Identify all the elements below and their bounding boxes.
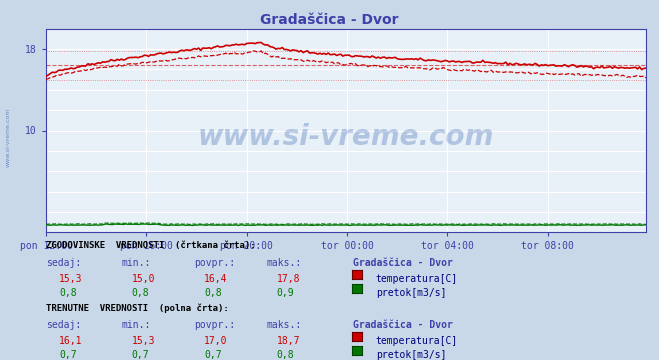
Text: 17,0: 17,0	[204, 336, 228, 346]
Text: maks.:: maks.:	[267, 258, 302, 269]
Text: TRENUTNE  VREDNOSTI  (polna črta):: TRENUTNE VREDNOSTI (polna črta):	[46, 303, 229, 312]
Text: povpr.:: povpr.:	[194, 320, 235, 330]
Text: 17,8: 17,8	[277, 274, 301, 284]
Text: 16,1: 16,1	[59, 336, 83, 346]
Text: sedaj:: sedaj:	[46, 258, 81, 269]
Text: 0,7: 0,7	[132, 350, 150, 360]
Text: 0,7: 0,7	[204, 350, 222, 360]
Text: 15,3: 15,3	[132, 336, 156, 346]
Text: www.si-vreme.com: www.si-vreme.com	[5, 107, 11, 167]
Text: 0,9: 0,9	[277, 288, 295, 298]
Text: www.si-vreme.com: www.si-vreme.com	[198, 123, 494, 150]
Text: temperatura[C]: temperatura[C]	[376, 336, 458, 346]
Text: min.:: min.:	[122, 320, 152, 330]
Text: 0,7: 0,7	[59, 350, 77, 360]
Text: Gradaščica - Dvor: Gradaščica - Dvor	[260, 13, 399, 27]
Text: 0,8: 0,8	[59, 288, 77, 298]
Text: povpr.:: povpr.:	[194, 258, 235, 269]
Text: 15,0: 15,0	[132, 274, 156, 284]
Text: Gradaščica - Dvor: Gradaščica - Dvor	[353, 320, 453, 330]
Text: sedaj:: sedaj:	[46, 320, 81, 330]
Text: 16,4: 16,4	[204, 274, 228, 284]
Text: Gradaščica - Dvor: Gradaščica - Dvor	[353, 258, 453, 269]
Text: ZGODOVINSKE  VREDNOSTI  (črtkana črta):: ZGODOVINSKE VREDNOSTI (črtkana črta):	[46, 241, 256, 250]
Text: 18,7: 18,7	[277, 336, 301, 346]
Text: 0,8: 0,8	[277, 350, 295, 360]
Text: 0,8: 0,8	[132, 288, 150, 298]
Text: 15,3: 15,3	[59, 274, 83, 284]
Text: pretok[m3/s]: pretok[m3/s]	[376, 350, 446, 360]
Text: maks.:: maks.:	[267, 320, 302, 330]
Text: min.:: min.:	[122, 258, 152, 269]
Text: 0,8: 0,8	[204, 288, 222, 298]
Text: temperatura[C]: temperatura[C]	[376, 274, 458, 284]
Text: pretok[m3/s]: pretok[m3/s]	[376, 288, 446, 298]
